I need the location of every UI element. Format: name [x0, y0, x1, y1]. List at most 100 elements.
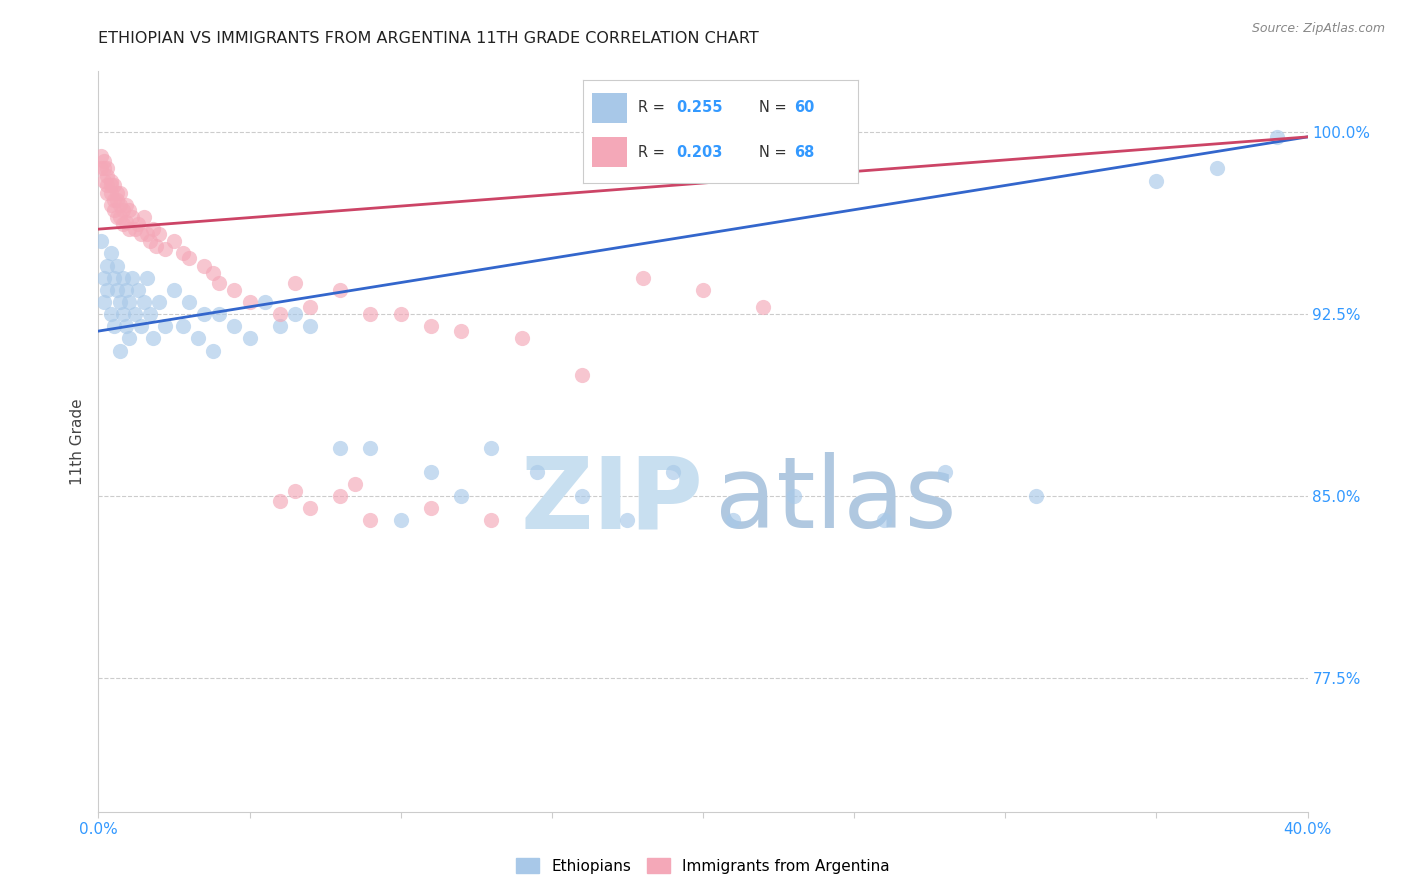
Point	[132, 210, 155, 224]
Point	[389, 307, 412, 321]
Point	[631, 270, 654, 285]
Point	[108, 295, 131, 310]
Point	[481, 513, 503, 527]
Point	[873, 513, 896, 527]
Point	[108, 343, 131, 358]
Point	[142, 331, 165, 345]
Point	[208, 276, 231, 290]
Point	[172, 246, 194, 260]
Point	[139, 307, 162, 321]
Point	[139, 234, 162, 248]
Point	[114, 283, 136, 297]
Point	[299, 300, 322, 314]
Point	[329, 283, 352, 297]
Point	[153, 242, 176, 256]
Point	[90, 149, 112, 163]
Point	[93, 295, 115, 310]
Point	[118, 295, 141, 310]
Point	[103, 202, 125, 217]
Point	[100, 186, 122, 200]
Point	[202, 266, 225, 280]
Point	[118, 202, 141, 217]
Point	[100, 173, 122, 187]
Point	[100, 198, 122, 212]
Point	[108, 210, 131, 224]
Point	[1144, 173, 1167, 187]
Point	[299, 501, 322, 516]
Point	[124, 307, 146, 321]
Text: N =: N =	[759, 101, 792, 115]
Point	[360, 441, 382, 455]
Point	[510, 331, 533, 345]
Point	[108, 198, 131, 212]
Point	[616, 513, 638, 527]
Point	[121, 270, 143, 285]
Point	[129, 227, 152, 241]
Point	[127, 283, 149, 297]
Point	[389, 513, 412, 527]
Point	[100, 178, 122, 193]
Point	[329, 441, 352, 455]
Point	[723, 513, 745, 527]
Point	[481, 441, 503, 455]
Point	[420, 501, 443, 516]
Bar	[592, 93, 627, 123]
Point	[93, 161, 115, 176]
Point	[142, 222, 165, 236]
Point	[105, 210, 128, 224]
Point	[239, 331, 262, 345]
Point	[135, 270, 157, 285]
Point	[148, 295, 170, 310]
Point	[224, 319, 246, 334]
Point	[344, 477, 367, 491]
Text: ZIP: ZIP	[520, 452, 703, 549]
Point	[284, 307, 307, 321]
Point	[145, 239, 167, 253]
Point	[118, 222, 141, 236]
Bar	[592, 136, 627, 168]
Point	[284, 484, 307, 499]
Point	[93, 173, 115, 187]
Point	[96, 283, 118, 297]
Point	[111, 307, 134, 321]
Text: R =: R =	[638, 101, 669, 115]
Point	[752, 300, 775, 314]
Point	[571, 489, 593, 503]
Point	[1206, 161, 1229, 176]
Point	[121, 210, 143, 224]
Point	[661, 465, 683, 479]
Text: ETHIOPIAN VS IMMIGRANTS FROM ARGENTINA 11TH GRADE CORRELATION CHART: ETHIOPIAN VS IMMIGRANTS FROM ARGENTINA 1…	[98, 31, 759, 46]
Point	[239, 295, 262, 310]
Point	[1024, 489, 1046, 503]
Point	[100, 307, 122, 321]
Point	[193, 259, 215, 273]
Point	[105, 259, 128, 273]
Point	[93, 270, 115, 285]
Point	[103, 319, 125, 334]
Point	[187, 331, 209, 345]
Point	[114, 319, 136, 334]
Point	[202, 343, 225, 358]
Point	[208, 307, 231, 321]
Point	[172, 319, 194, 334]
Point	[1267, 129, 1289, 144]
Point	[934, 465, 956, 479]
Point	[96, 186, 118, 200]
Point	[360, 307, 382, 321]
Point	[153, 319, 176, 334]
Point	[103, 270, 125, 285]
Point	[105, 186, 128, 200]
Point	[224, 283, 246, 297]
Point	[450, 489, 472, 503]
Point	[253, 295, 276, 310]
Text: 0.255: 0.255	[676, 101, 723, 115]
Point	[111, 270, 134, 285]
Point	[103, 178, 125, 193]
Point	[105, 283, 128, 297]
Point	[96, 161, 118, 176]
Point	[111, 217, 134, 231]
Point	[269, 307, 291, 321]
Point	[329, 489, 352, 503]
Point	[96, 259, 118, 273]
Text: R =: R =	[638, 145, 669, 160]
